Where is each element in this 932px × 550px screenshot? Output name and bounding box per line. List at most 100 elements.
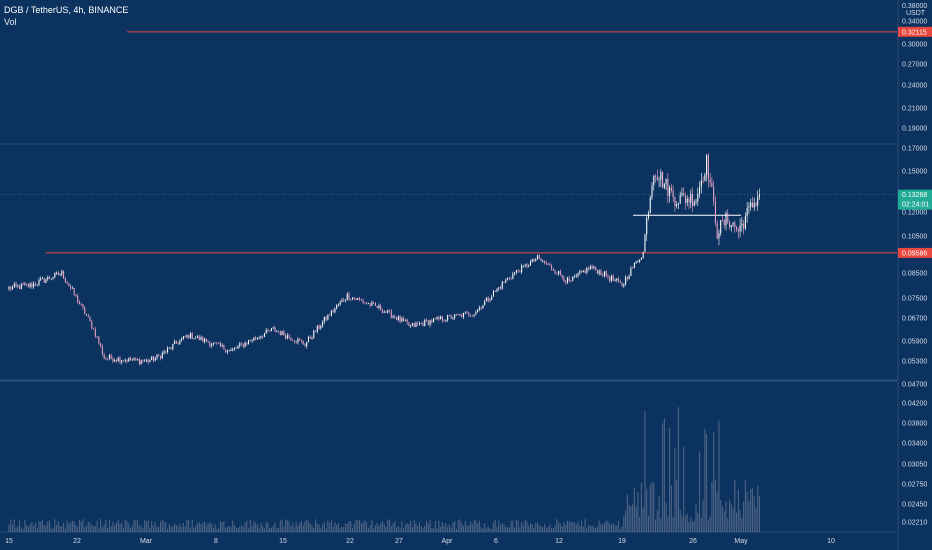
candle-body[interactable]: [165, 351, 167, 353]
candle-body[interactable]: [237, 346, 239, 349]
candle-body[interactable]: [640, 257, 642, 260]
candle-body[interactable]: [561, 274, 563, 278]
candle-body[interactable]: [313, 330, 315, 338]
candle-body[interactable]: [78, 302, 80, 304]
candle-body[interactable]: [503, 281, 505, 283]
candle-body[interactable]: [586, 267, 588, 273]
candle-body[interactable]: [445, 319, 447, 321]
candle-body[interactable]: [105, 358, 107, 360]
candle-body[interactable]: [214, 342, 216, 344]
candle-body[interactable]: [466, 312, 468, 314]
candle-body[interactable]: [170, 347, 172, 349]
candle-body[interactable]: [327, 314, 329, 320]
candle-body[interactable]: [385, 311, 387, 313]
candle-body[interactable]: [730, 224, 732, 228]
candle-body[interactable]: [87, 315, 89, 317]
candle-body[interactable]: [316, 325, 318, 332]
candle-body[interactable]: [115, 360, 117, 362]
candle-body[interactable]: [367, 303, 369, 305]
candle-body[interactable]: [609, 277, 611, 282]
candle-body[interactable]: [267, 329, 269, 331]
candle-body[interactable]: [52, 277, 54, 279]
candle-body[interactable]: [350, 299, 352, 301]
candle-body[interactable]: [265, 329, 267, 334]
candle-body[interactable]: [526, 264, 528, 267]
candle-body[interactable]: [691, 193, 694, 207]
candle-body[interactable]: [381, 310, 384, 313]
candle-body[interactable]: [380, 305, 382, 311]
candle-body[interactable]: [258, 337, 260, 339]
candle-body[interactable]: [80, 303, 82, 305]
candle-body[interactable]: [388, 310, 391, 311]
candle-body[interactable]: [647, 213, 650, 218]
candle-body[interactable]: [732, 222, 734, 225]
candle-body[interactable]: [667, 178, 669, 196]
candle-body[interactable]: [242, 343, 244, 347]
candle-body[interactable]: [235, 347, 237, 349]
candle-body[interactable]: [695, 201, 697, 203]
candle-body[interactable]: [434, 318, 436, 320]
candle-body[interactable]: [249, 340, 251, 341]
candle-body[interactable]: [50, 278, 52, 280]
candle-body[interactable]: [17, 285, 19, 287]
candle-body[interactable]: [508, 278, 510, 279]
candle-body[interactable]: [427, 320, 429, 326]
candle-body[interactable]: [579, 271, 581, 274]
candle-body[interactable]: [281, 331, 283, 336]
candle-body[interactable]: [274, 327, 276, 332]
candle-body[interactable]: [369, 303, 371, 306]
candle-body[interactable]: [189, 333, 191, 338]
candle-body[interactable]: [128, 357, 130, 362]
candle-body[interactable]: [610, 275, 613, 282]
candle-body[interactable]: [89, 316, 91, 322]
candle-body[interactable]: [528, 265, 530, 267]
candle-body[interactable]: [45, 279, 47, 283]
candle-body[interactable]: [262, 336, 264, 338]
candle-body[interactable]: [501, 281, 503, 289]
candle-body[interactable]: [672, 190, 674, 198]
candle-body[interactable]: [565, 281, 567, 283]
candle-body[interactable]: [293, 340, 295, 342]
candle-body[interactable]: [441, 316, 443, 321]
candle-body[interactable]: [758, 194, 760, 197]
candle-body[interactable]: [683, 193, 685, 196]
candle-body[interactable]: [595, 266, 597, 271]
candle-body[interactable]: [452, 317, 454, 319]
candle-body[interactable]: [15, 283, 17, 286]
candle-body[interactable]: [11, 286, 14, 290]
candle-body[interactable]: [482, 305, 484, 309]
candle-body[interactable]: [471, 315, 473, 317]
candle-body[interactable]: [679, 195, 681, 204]
candle-body[interactable]: [260, 336, 262, 338]
candle-body[interactable]: [41, 278, 44, 279]
candle-body[interactable]: [20, 283, 22, 290]
candle-body[interactable]: [390, 310, 392, 318]
candle-body[interactable]: [248, 340, 250, 345]
symbol-title[interactable]: DGB / TetherUS, 4h, BINANCE: [4, 5, 129, 15]
candle-body[interactable]: [181, 338, 183, 341]
candle-body[interactable]: [570, 280, 572, 282]
candle-body[interactable]: [625, 277, 627, 285]
candle-body[interactable]: [346, 293, 348, 300]
candle-body[interactable]: [145, 359, 147, 361]
volume-indicator-label[interactable]: Vol: [4, 17, 17, 27]
candle-body[interactable]: [66, 281, 68, 284]
candle-body[interactable]: [714, 200, 716, 224]
candle-body[interactable]: [699, 186, 701, 194]
candle-body[interactable]: [205, 338, 207, 342]
candle-body[interactable]: [477, 309, 479, 313]
candle-body[interactable]: [700, 180, 702, 187]
candle-body[interactable]: [633, 262, 635, 268]
candle-body[interactable]: [121, 360, 123, 363]
candle-body[interactable]: [438, 316, 440, 320]
candle-body[interactable]: [101, 346, 103, 355]
candle-body[interactable]: [332, 310, 334, 312]
candle-body[interactable]: [219, 342, 221, 347]
candle-body[interactable]: [64, 278, 66, 282]
candle-body[interactable]: [177, 343, 179, 345]
candle-body[interactable]: [461, 314, 463, 318]
candle-body[interactable]: [108, 355, 110, 359]
candle-body[interactable]: [306, 342, 308, 347]
candle-body[interactable]: [142, 360, 144, 362]
candle-body[interactable]: [626, 277, 628, 279]
